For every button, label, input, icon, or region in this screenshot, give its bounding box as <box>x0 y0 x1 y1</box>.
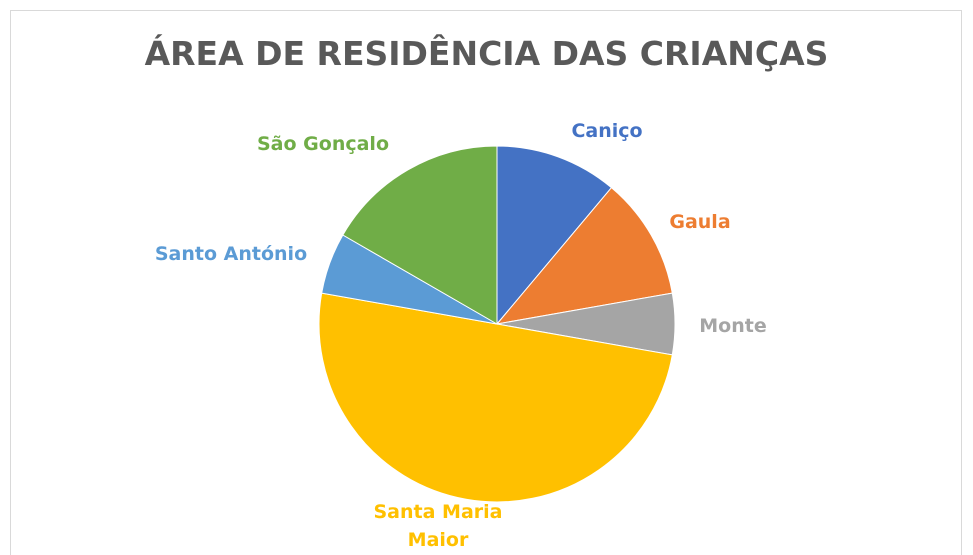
slice-label: Caniço <box>571 120 643 142</box>
pie-slice <box>496 145 613 326</box>
pie-slice <box>495 186 673 325</box>
pie-slice <box>342 145 498 325</box>
chart-title: ÁREA DE RESIDÊNCIA DAS CRIANÇAS <box>144 34 829 73</box>
chart-frame <box>10 10 962 555</box>
slice-label: Monte <box>699 315 767 337</box>
slice-label: São Gonçalo <box>257 133 389 155</box>
pie-slice <box>318 292 673 503</box>
slice-label: Santa Maria Maior <box>373 501 503 551</box>
slice-label: Gaula <box>669 211 731 233</box>
slice-label: Santo António <box>154 243 308 265</box>
